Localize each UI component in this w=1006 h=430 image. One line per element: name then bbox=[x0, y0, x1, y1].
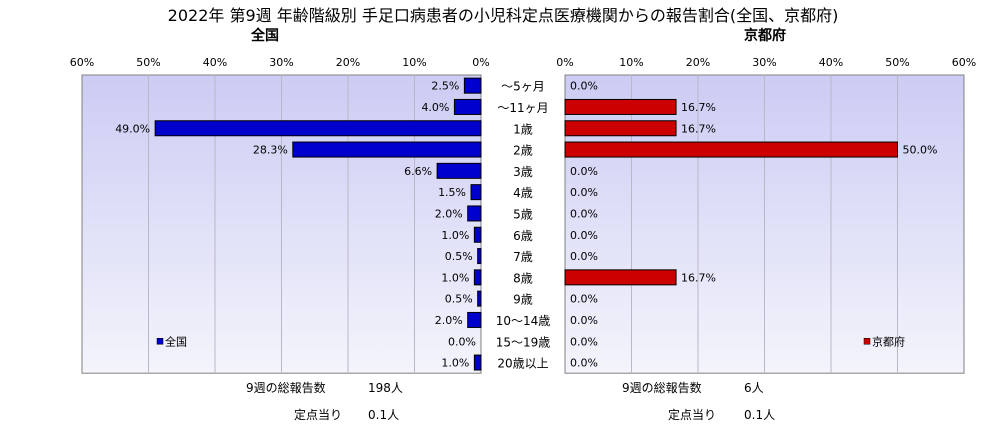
national-tick-label: 0% bbox=[472, 56, 489, 69]
national-bar bbox=[473, 354, 482, 371]
kyoto-data-label: 16.7% bbox=[681, 101, 716, 114]
kyoto-data-label: 0.0% bbox=[570, 207, 598, 220]
national-bar bbox=[477, 248, 482, 265]
kyoto-data-label: 50.0% bbox=[903, 144, 938, 157]
kyoto-per-label: 定点当り bbox=[668, 407, 716, 422]
kyoto-tick-label: 60% bbox=[952, 56, 976, 69]
national-total-label: 9週の総報告数 bbox=[246, 380, 326, 395]
national-data-label: 2.0% bbox=[435, 207, 463, 220]
national-bar bbox=[467, 311, 482, 328]
kyoto-bar bbox=[564, 141, 898, 158]
kyoto-data-label: 0.0% bbox=[570, 250, 598, 263]
national-data-label: 1.5% bbox=[438, 186, 466, 199]
national-data-label: 0.5% bbox=[445, 250, 473, 263]
kyoto-data-label: 16.7% bbox=[681, 122, 716, 135]
age-category-labels: ～5ヶ月 ～11ヶ月 1歳 2歳 3歳 4歳 5歳 6歳 7歳 8歳 9歳 10～14歳 15～19歳 2… bbox=[496, 80, 551, 371]
national-data-label: 0.5% bbox=[445, 293, 473, 306]
national-tick-label: 20% bbox=[336, 56, 360, 69]
national-footer: 9週の総報告数 198人 定点当り 0.1人 bbox=[246, 380, 403, 422]
age-category-label: 5歳 bbox=[513, 207, 533, 221]
kyoto-tick-label: 50% bbox=[885, 56, 909, 69]
kyoto-total-value: 6人 bbox=[744, 381, 764, 395]
national-bar bbox=[473, 269, 482, 286]
kyoto-tick-label: 0% bbox=[556, 56, 573, 69]
national-tick-label: 10% bbox=[402, 56, 426, 69]
national-subtitle: 全国 bbox=[250, 27, 279, 44]
kyoto-legend-marker bbox=[863, 338, 871, 345]
kyoto-subtitle: 京都府 bbox=[744, 27, 786, 44]
national-panel: 60% 50% 40% 30% 20% 10% 0% 2.5% 4.0% 49.0% 28.3% 6.… bbox=[70, 56, 490, 374]
age-category-label: 20歳以上 bbox=[497, 357, 548, 371]
age-category-label: 4歳 bbox=[513, 186, 533, 200]
national-per-value: 0.1人 bbox=[368, 408, 399, 422]
age-category-label: 15～19歳 bbox=[496, 335, 551, 349]
national-data-label: 2.0% bbox=[435, 314, 463, 327]
national-data-label: 49.0% bbox=[115, 122, 150, 135]
national-data-label: 0.0% bbox=[448, 335, 476, 348]
kyoto-data-label: 16.7% bbox=[681, 271, 716, 284]
age-category-label: 9歳 bbox=[513, 293, 533, 307]
kyoto-data-label: 0.0% bbox=[570, 335, 598, 348]
age-category-label: 3歳 bbox=[513, 165, 533, 179]
age-category-label: 10～14歳 bbox=[496, 314, 551, 328]
national-bar bbox=[477, 290, 482, 307]
national-per-label: 定点当り bbox=[294, 407, 342, 422]
national-bar bbox=[436, 162, 482, 179]
kyoto-tick-label: 20% bbox=[686, 56, 710, 69]
national-total-value: 198人 bbox=[368, 381, 403, 395]
kyoto-data-label: 0.0% bbox=[570, 357, 598, 370]
kyoto-legend-label: 京都府 bbox=[872, 334, 905, 348]
national-data-label: 1.0% bbox=[441, 271, 469, 284]
national-bar bbox=[463, 77, 482, 94]
national-tick-label: 40% bbox=[203, 56, 227, 69]
kyoto-per-value: 0.1人 bbox=[744, 408, 775, 422]
kyoto-data-label: 0.0% bbox=[570, 165, 598, 178]
national-bar bbox=[453, 98, 482, 115]
national-tick-label: 60% bbox=[70, 56, 94, 69]
national-data-label: 6.6% bbox=[404, 165, 432, 178]
kyoto-tick-label: 30% bbox=[752, 56, 776, 69]
kyoto-data-label: 0.0% bbox=[570, 186, 598, 199]
national-legend-marker bbox=[156, 338, 164, 345]
age-category-label: 2歳 bbox=[513, 144, 533, 158]
national-tick-label: 50% bbox=[136, 56, 160, 69]
chart-title: 2022年 第9週 年齢階級別 手足口病患者の小児科定点医療機関からの報告割合(… bbox=[168, 6, 839, 25]
kyoto-data-label: 0.0% bbox=[570, 80, 598, 93]
national-bar bbox=[467, 205, 482, 222]
national-legend-label: 全国 bbox=[165, 334, 187, 348]
national-data-label: 1.0% bbox=[441, 229, 469, 242]
national-data-label: 2.5% bbox=[431, 80, 459, 93]
kyoto-bar bbox=[564, 120, 677, 137]
kyoto-bar bbox=[564, 98, 677, 115]
age-category-label: ～5ヶ月 bbox=[501, 80, 545, 94]
kyoto-bar bbox=[564, 269, 677, 286]
national-bar bbox=[154, 120, 482, 137]
age-category-label: 8歳 bbox=[513, 271, 533, 285]
national-tick-label: 30% bbox=[269, 56, 293, 69]
kyoto-panel: 0% 10% 20% 30% 40% 50% 60% 0.0% 16.7% 16.7% 50.0% 0… bbox=[556, 56, 976, 374]
kyoto-tick-label: 10% bbox=[619, 56, 643, 69]
age-category-label: 1歳 bbox=[513, 122, 533, 136]
national-bar bbox=[292, 141, 482, 158]
kyoto-data-label: 0.0% bbox=[570, 229, 598, 242]
national-data-label: 4.0% bbox=[421, 101, 449, 114]
age-category-label: 7歳 bbox=[513, 250, 533, 264]
kyoto-tick-label: 40% bbox=[819, 56, 843, 69]
age-category-label: 6歳 bbox=[513, 229, 533, 243]
national-data-label: 28.3% bbox=[253, 144, 288, 157]
kyoto-data-label: 0.0% bbox=[570, 293, 598, 306]
national-bar bbox=[470, 184, 482, 201]
national-bar bbox=[473, 226, 482, 243]
national-data-label: 1.0% bbox=[441, 357, 469, 370]
kyoto-total-label: 9週の総報告数 bbox=[622, 380, 702, 395]
age-category-label: ～11ヶ月 bbox=[497, 101, 548, 115]
kyoto-footer: 9週の総報告数 6人 定点当り 0.1人 bbox=[622, 380, 775, 422]
kyoto-data-label: 0.0% bbox=[570, 314, 598, 327]
